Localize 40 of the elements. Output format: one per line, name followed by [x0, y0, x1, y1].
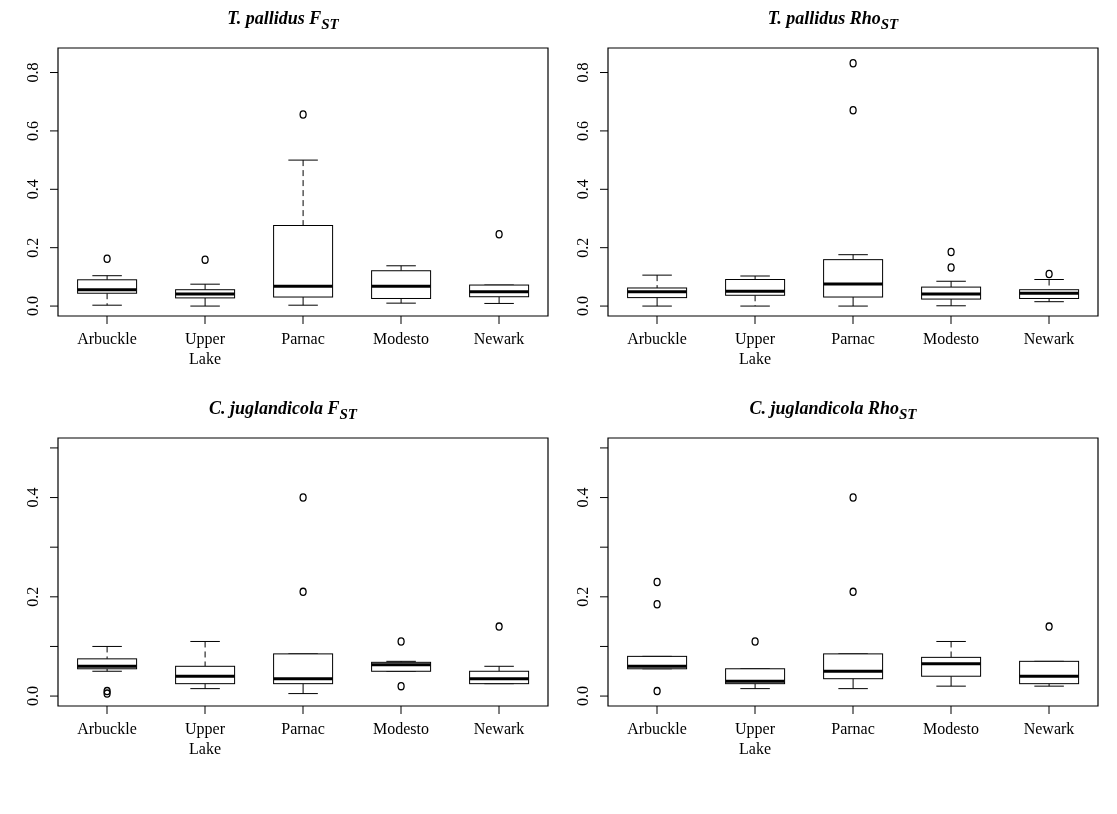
y-tick-label: 0.2 [574, 586, 591, 607]
y-tick-label: 0.4 [574, 487, 591, 508]
x-tick-label: Newark [473, 720, 525, 737]
x-tick-label: Arbuckle [627, 720, 687, 737]
x-tick-label: Newark [473, 330, 525, 347]
x-tick-label: Modesto [373, 330, 429, 347]
x-tick-label: Arbuckle [77, 330, 137, 347]
chart-title: C. juglandicola F$_{ST}$ [207, 398, 359, 424]
x-tick-label: Parnac [281, 720, 325, 737]
x-tick-label: Modesto [373, 720, 429, 737]
x-tick-label: Modesto [923, 330, 979, 347]
y-tick-label: 0.0 [574, 296, 591, 317]
x-tick-label: Arbuckle [77, 720, 137, 737]
x-tick-label: Upper Lake [735, 720, 776, 757]
chart-title: T. pallidus F$_{ST}$ [226, 8, 340, 34]
x-tick-label: Newark [1023, 720, 1075, 737]
x-tick-label: Upper Lake [735, 330, 776, 367]
x-tick-label: Upper Lake [185, 720, 226, 757]
y-tick-label: 0.0 [24, 296, 41, 317]
y-tick-label: 0.0 [24, 686, 41, 707]
y-tick-label: 0.0 [574, 686, 591, 707]
y-tick-label: 0.2 [24, 237, 41, 258]
x-tick-label: Arbuckle [627, 330, 687, 347]
y-tick-label: 0.4 [24, 487, 41, 508]
y-tick-label: 0.4 [24, 179, 41, 200]
chart-title: T. pallidus Rho$_{ST}$ [766, 8, 900, 34]
y-tick-label: 0.2 [574, 237, 591, 258]
x-tick-label: Newark [1023, 330, 1075, 347]
chart-title: C. juglandicola Rho$_{ST}$ [748, 398, 918, 424]
y-tick-label: 0.2 [24, 586, 41, 607]
x-tick-label: Parnac [281, 330, 325, 347]
y-tick-label: 0.6 [24, 120, 41, 141]
x-tick-label: Modesto [923, 720, 979, 737]
x-tick-label: Parnac [831, 330, 875, 347]
y-tick-label: 0.8 [574, 62, 591, 83]
y-tick-label: 0.8 [24, 62, 41, 83]
x-tick-label: Upper Lake [185, 330, 226, 367]
y-tick-label: 0.6 [574, 120, 591, 141]
x-tick-label: Parnac [831, 720, 875, 737]
y-tick-label: 0.4 [574, 179, 591, 200]
